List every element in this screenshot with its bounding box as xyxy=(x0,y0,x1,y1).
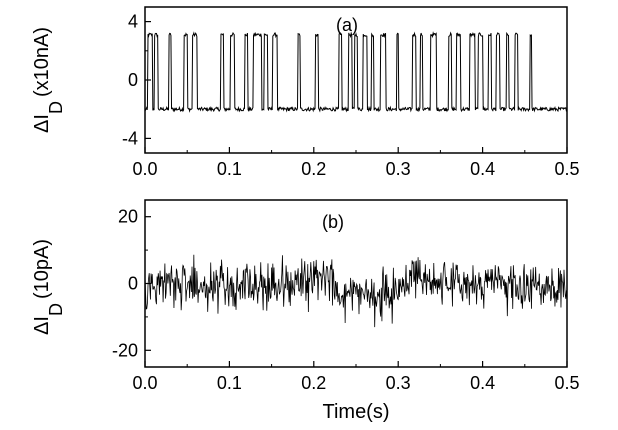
panel-b-ylabel-unit: (10pA) xyxy=(31,239,53,299)
x-tick-label-1-1: 0.1 xyxy=(217,373,242,393)
panel-b-ticks: 0.0 0.1 0.2 0.3 0.4 0.5 20 0 -20 xyxy=(112,207,580,393)
x-tick-label-0-2: 0.2 xyxy=(301,159,326,179)
panel-a-ylabel-main: ΔI xyxy=(31,114,53,133)
x-tick-label-1-4: 0.4 xyxy=(470,373,495,393)
y-tick-label-0-1: 0 xyxy=(128,70,138,90)
y-tick-label-1-2: -20 xyxy=(112,340,138,360)
svg-text:ΔID(x10nA): ΔID (x10nA) xyxy=(31,27,66,133)
panel-b-ylabel-main: ΔI xyxy=(31,316,53,335)
panel-a-y-axis-title: ΔID (x10nA) xyxy=(31,27,66,133)
panel-a-ylabel-sub: D xyxy=(46,101,66,114)
panel-a-ylabel-unit: (x10nA) xyxy=(31,27,53,97)
svg-text:ΔID(10pA): ΔID (10pA) xyxy=(31,239,66,335)
panel-a: (a) ΔID (x10nA) 0.0 0.1 0.2 0.3 0.4 0.5 4 0 -4 xyxy=(31,6,580,179)
x-tick-label-0-5: 0.5 xyxy=(554,159,579,179)
panel-b-y-axis-title: ΔID (10pA) xyxy=(31,239,66,335)
x-tick-label-1-5: 0.5 xyxy=(554,373,579,393)
x-tick-label-1-2: 0.2 xyxy=(301,373,326,393)
y-tick-label-1-0: 20 xyxy=(118,207,138,227)
panel-b-trace xyxy=(144,254,568,328)
x-axis-title: Time(s) xyxy=(322,401,389,423)
y-tick-label-0-0: 4 xyxy=(128,12,138,32)
x-tick-label-0-1: 0.1 xyxy=(217,159,242,179)
panel-a-ticks: 0.0 0.1 0.2 0.3 0.4 0.5 4 0 -4 xyxy=(122,12,580,179)
panel-b: (b) ΔID (10pA) 0.0 0.1 0.2 0.3 0.4 0.5 20 0 -20 T… xyxy=(31,199,580,423)
x-tick-label-1-3: 0.3 xyxy=(386,373,411,393)
panel-a-trace xyxy=(144,31,568,113)
x-tick-label-0-3: 0.3 xyxy=(386,159,411,179)
panel-a-label: (a) xyxy=(336,15,358,35)
x-tick-label-0-0: 0.0 xyxy=(132,159,157,179)
x-tick-label-1-0: 0.0 xyxy=(132,373,157,393)
panel-b-label: (b) xyxy=(322,212,344,232)
y-tick-label-0-2: -4 xyxy=(122,128,138,148)
x-tick-label-0-4: 0.4 xyxy=(470,159,495,179)
panel-b-ylabel-sub: D xyxy=(46,303,66,316)
y-tick-label-1-1: 0 xyxy=(128,274,138,294)
